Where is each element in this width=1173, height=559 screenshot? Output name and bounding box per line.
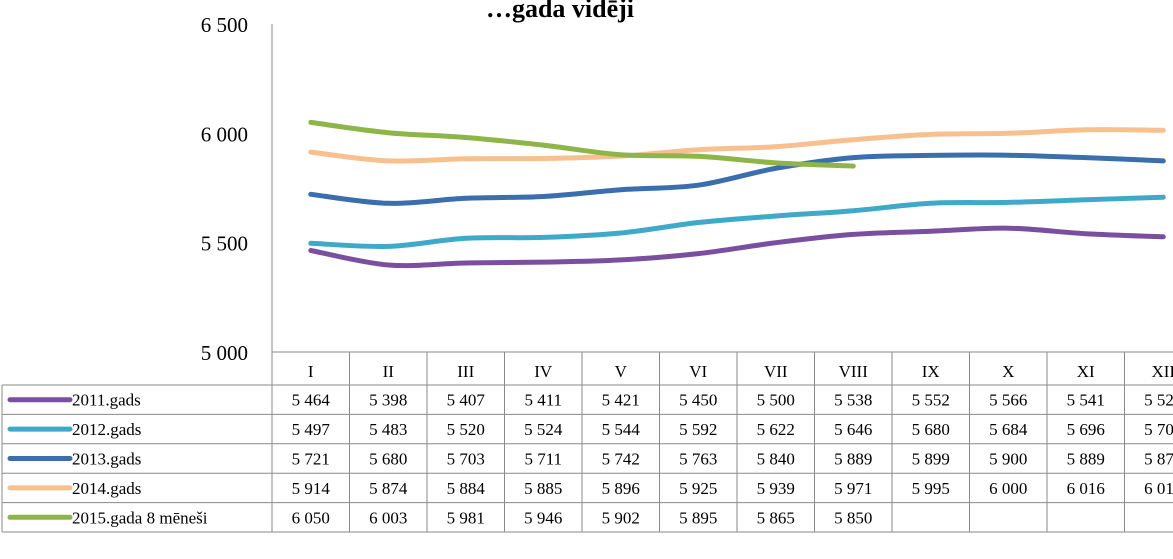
category-label: XI (1077, 362, 1095, 381)
data-label: 5 592 (679, 420, 717, 439)
category-label: III (457, 362, 474, 381)
data-label: 5 946 (524, 508, 562, 527)
series-line-1 (308, 225, 1166, 269)
series-lines (308, 119, 1166, 269)
series-line-3 (308, 152, 1166, 206)
data-label: 5 889 (834, 450, 872, 469)
y-tick-label: 5 000 (201, 341, 248, 365)
legend-label: 2015.gada 8 mēneši (72, 508, 208, 527)
category-label: X (1002, 362, 1014, 381)
data-label: 5 544 (602, 420, 641, 439)
series-line-2 (308, 194, 1166, 250)
data-label: 5 925 (679, 479, 717, 498)
category-label: V (615, 362, 628, 381)
data-label: 5 896 (602, 479, 640, 498)
data-label: 6 016 (1067, 479, 1105, 498)
y-tick-label: 5 500 (201, 232, 248, 256)
data-label: 5 421 (602, 391, 640, 410)
legend-label: 2012.gads (72, 420, 141, 439)
data-label: 5 680 (912, 420, 950, 439)
data-label: 5 524 (524, 420, 563, 439)
data-label: 5 885 (524, 479, 562, 498)
data-label: 5 914 (292, 479, 331, 498)
data-label: 5 763 (679, 450, 717, 469)
data-label: 5 500 (757, 391, 795, 410)
data-label: 5 622 (757, 420, 795, 439)
data-label: 5 884 (447, 479, 486, 498)
data-label: 5 398 (369, 391, 407, 410)
data-label: 5 865 (757, 508, 795, 527)
series-line-4 (308, 127, 1166, 164)
category-label: VI (689, 362, 707, 381)
data-label: 5 981 (447, 508, 485, 527)
category-label: VII (764, 362, 788, 381)
chart-title: …gada vidēji (486, 0, 634, 23)
y-tick-label: 6 000 (201, 122, 248, 146)
data-label: 5 464 (292, 391, 331, 410)
data-label: 5 541 (1067, 391, 1105, 410)
data-label: 6 014 (1144, 479, 1173, 498)
data-label: 5 971 (834, 479, 872, 498)
data-label: 5 520 (447, 420, 485, 439)
data-label: 5 696 (1067, 420, 1105, 439)
data-label: 5 552 (912, 391, 950, 410)
data-label: 5 889 (1067, 450, 1105, 469)
data-label: 5 483 (369, 420, 407, 439)
category-label: VIII (839, 362, 869, 381)
data-label: 5 407 (447, 391, 486, 410)
legend-label: 2011.gads (72, 391, 141, 410)
data-label: 5 840 (757, 450, 795, 469)
data-label: 5 939 (757, 479, 795, 498)
legend-label: 2013.gads (72, 450, 141, 469)
data-label: 5 742 (602, 450, 640, 469)
data-label: 5 566 (989, 391, 1027, 410)
y-tick-label: 6 500 (201, 13, 248, 37)
data-label: 5 902 (602, 508, 640, 527)
data-label: 6 000 (989, 479, 1027, 498)
data-label: 5 708 (1144, 420, 1173, 439)
data-label: 5 411 (524, 391, 562, 410)
data-label: 5 527 (1144, 391, 1173, 410)
data-label: 5 850 (834, 508, 872, 527)
data-label: 5 680 (369, 450, 407, 469)
data-label: 5 874 (1144, 450, 1173, 469)
data-label: 5 895 (679, 508, 717, 527)
data-label: 5 721 (292, 450, 330, 469)
category-label: II (383, 362, 395, 381)
data-label: 5 900 (989, 450, 1027, 469)
data-label: 5 995 (912, 479, 950, 498)
data-label: 6 050 (292, 508, 330, 527)
data-label: 5 711 (524, 450, 562, 469)
data-label: 5 497 (292, 420, 331, 439)
category-label: IX (922, 362, 940, 381)
category-label: IV (534, 362, 553, 381)
legend-label: 2014.gads (72, 479, 141, 498)
data-label: 5 874 (369, 479, 408, 498)
data-label: 5 450 (679, 391, 717, 410)
y-axis: 5 000 5 500 6 000 6 500 (201, 13, 273, 365)
data-label: 5 646 (834, 420, 872, 439)
data-label: 5 899 (912, 450, 950, 469)
data-label: 5 684 (989, 420, 1028, 439)
data-label: 6 003 (369, 508, 407, 527)
category-label: I (308, 362, 314, 381)
data-label: 5 538 (834, 391, 872, 410)
series-line-5 (308, 119, 856, 169)
data-label: 5 703 (447, 450, 485, 469)
category-label: XII (1151, 362, 1173, 381)
